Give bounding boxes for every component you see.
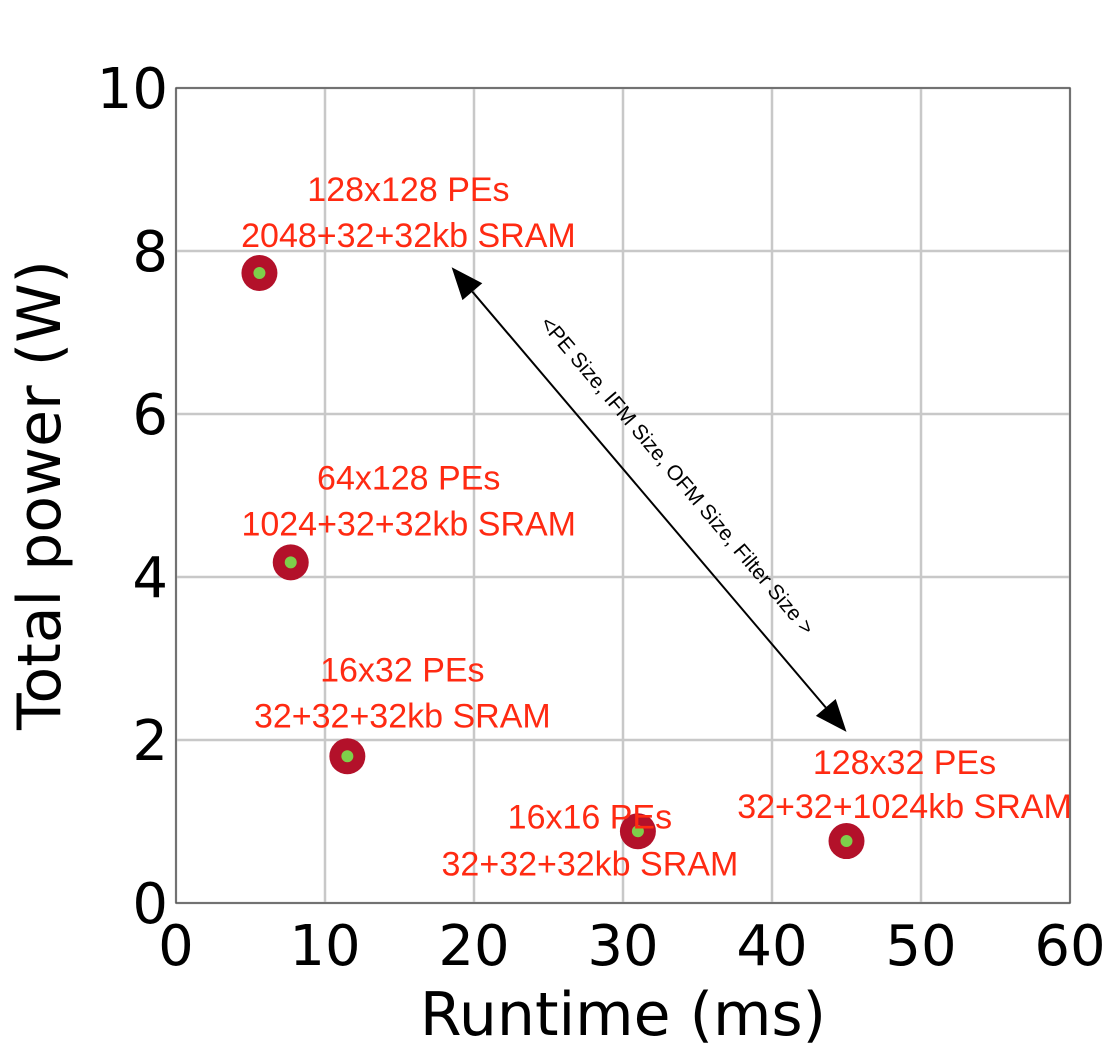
trend-arrow: <PE Size, IFM Size, OFM Size, Filter Siz… xyxy=(451,267,847,732)
arrow-head-end xyxy=(815,699,847,732)
x-tick-label: 20 xyxy=(438,914,509,979)
y-axis-title: Total power (W) xyxy=(5,260,75,731)
data-point-group: 16x16 PEs 32+32+32kb SRAM xyxy=(442,798,739,883)
point-label-sram: 1024+32+32kb SRAM xyxy=(241,505,576,543)
data-point-center xyxy=(341,750,354,763)
point-label-pe: 16x16 PEs xyxy=(508,798,672,836)
data-point-group: 64x128 PEs 1024+32+32kb SRAM xyxy=(241,459,576,581)
plot-frame xyxy=(175,87,1071,904)
arrow-head-start xyxy=(451,267,483,301)
y-tick-label: 0 xyxy=(132,872,168,937)
point-label-sram: 32+32+32kb SRAM xyxy=(254,697,551,735)
y-tick-label: 10 xyxy=(97,57,168,122)
y-tick-label: 2 xyxy=(132,709,168,774)
x-tick-label: 10 xyxy=(289,914,360,979)
data-point-center xyxy=(840,835,853,848)
y-tick-label: 6 xyxy=(132,383,168,448)
point-label-pe: 64x128 PEs xyxy=(317,459,500,497)
point-label-pe: 16x32 PEs xyxy=(320,651,484,689)
point-label-sram: 2048+32+32kb SRAM xyxy=(241,217,576,255)
arrow-line xyxy=(471,291,827,709)
x-tick-label: 40 xyxy=(736,914,807,979)
x-axis-title: Runtime (ms) xyxy=(420,980,826,1050)
data-point-group: 128x32 PEs 32+32+1024kb SRAM xyxy=(737,744,1072,860)
point-label-sram: 32+32+1024kb SRAM xyxy=(737,788,1072,826)
arrow-annotation: <PE Size, IFM Size, OFM Size, Filter Siz… xyxy=(535,312,818,639)
data-point-center xyxy=(253,267,266,280)
x-tick-label: 50 xyxy=(885,914,956,979)
point-label-pe: 128x32 PEs xyxy=(813,744,996,782)
y-tick-label: 4 xyxy=(132,546,168,611)
x-tick-label: 0 xyxy=(158,914,194,979)
x-tick-label: 30 xyxy=(587,914,658,979)
data-point-center xyxy=(631,825,644,838)
data-points: 128x128 PEs 2048+32+32kb SRAM 64x128 PEs 10… xyxy=(241,171,1072,883)
data-point-center xyxy=(284,556,297,569)
data-point-group: 16x32 PEs 32+32+32kb SRAM xyxy=(254,651,551,775)
x-tick-label: 60 xyxy=(1034,914,1105,979)
point-label-pe: 128x128 PEs xyxy=(307,171,509,209)
data-point-group: 128x128 PEs 2048+32+32kb SRAM xyxy=(241,171,576,292)
point-label-sram: 32+32+32kb SRAM xyxy=(442,845,739,883)
tick-labels: 0 10 20 30 40 50 60 0 2 4 6 8 10 xyxy=(97,57,1106,979)
y-tick-label: 8 xyxy=(132,220,168,285)
